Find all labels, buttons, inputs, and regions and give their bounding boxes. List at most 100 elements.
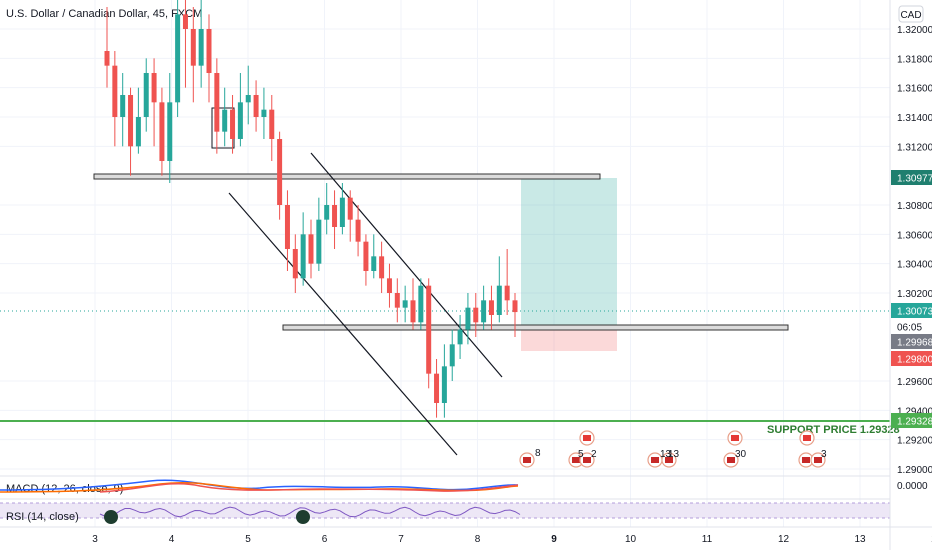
y-tick-label: 1.31800 (897, 54, 932, 65)
macd-red (99, 482, 519, 493)
candle-body (269, 109, 275, 139)
flag-icon (523, 457, 531, 463)
y-tick-label: 1.29600 (897, 377, 932, 388)
price-tag-label: 1.30977 (897, 174, 932, 185)
candle-body (128, 95, 134, 147)
flag-icon (814, 457, 822, 463)
x-tick-label: 5 (245, 534, 251, 545)
y-tick-label: 1.29400 (897, 406, 932, 417)
entry-level (282, 324, 789, 331)
candle-body (237, 102, 243, 139)
candle-body (441, 366, 447, 403)
candle-body (214, 73, 220, 132)
currency-box[interactable] (898, 5, 924, 23)
flag-icon (665, 457, 673, 463)
candle-body (410, 300, 416, 323)
candle-body (473, 307, 479, 323)
macd-line (0, 479, 519, 491)
candle-body (481, 300, 487, 323)
y-tick-label: 1.30400 (897, 260, 932, 271)
x-tick-label: 13 (854, 534, 866, 545)
candle-body (206, 29, 212, 73)
currency-label: CAD (900, 10, 921, 21)
x-tick-label: 3 (92, 534, 98, 545)
price-tag (891, 170, 932, 185)
candle-body (379, 256, 385, 279)
price-tag (891, 334, 932, 349)
support-price-label: SUPPORT PRICE 1.29328 (767, 424, 900, 436)
time-axis[interactable]: 34567891011121314151617 (92, 534, 932, 545)
event-count: 13 (668, 449, 680, 460)
price-tag-label: 06:05 (897, 323, 922, 334)
y-tick-label: 1.30800 (897, 201, 932, 212)
resistance-level (93, 173, 601, 180)
candle-body (324, 205, 330, 220)
chart-background (0, 0, 890, 550)
price-tag-label: 1.29968 (897, 338, 932, 349)
candle-body (339, 197, 345, 227)
price-tag (891, 413, 932, 428)
price-tag-label: 1.30073 (897, 307, 932, 318)
price-axis[interactable]: 1.32000 1.31800 1.31600 1.31400 1.31200 1.308… (897, 25, 932, 476)
y-tick-label: 1.29200 (897, 436, 932, 447)
candle-body (308, 234, 314, 264)
candles (104, 0, 518, 418)
x-tick-label: 11 (702, 534, 713, 545)
price-tags: 1.30977 1.30073 06:05 1.29968 1.29800 1.29328 (891, 170, 932, 428)
flag-icon (802, 457, 810, 463)
candle-body (316, 219, 322, 264)
price-tag-label: 1.29800 (897, 355, 932, 366)
candle-body (496, 285, 502, 315)
rsi-pane: RSI (14, close) (0, 498, 890, 524)
candle-body (332, 205, 338, 227)
stop-zone (521, 327, 617, 351)
candle-body (253, 95, 259, 117)
candle-body (277, 139, 283, 205)
x-tick-label: 14 (931, 534, 932, 545)
flag-icon (727, 457, 735, 463)
candle-body (230, 109, 236, 139)
candle-body (355, 219, 361, 242)
candle-body (159, 102, 165, 161)
candle-body (292, 249, 298, 279)
flag-icon (803, 435, 811, 441)
candle-body (222, 109, 228, 132)
flag-icon (583, 435, 591, 441)
event-count: 8 (535, 448, 541, 459)
candle-body (198, 29, 204, 66)
flag-icon (651, 457, 659, 463)
event-count: 3 (821, 449, 827, 460)
x-tick-label: 10 (625, 534, 637, 545)
x-tick-label: 6 (322, 534, 328, 545)
y-tick-label: 1.29000 (897, 465, 932, 476)
y-tick-label: 1.32000 (897, 25, 932, 36)
rsi-line (99, 506, 521, 518)
flag-icon (572, 457, 580, 463)
candle-body (418, 285, 424, 323)
candle-body (347, 197, 353, 220)
x-tick-label: 12 (778, 534, 790, 545)
rsi-marker-2 (296, 510, 310, 524)
candle-body (394, 293, 400, 308)
candle-body (512, 300, 518, 313)
candle-body (143, 73, 149, 117)
x-tick-label: 4 (169, 534, 175, 545)
event-count: 30 (735, 449, 747, 460)
candle-body (151, 73, 157, 103)
y-tick-label: 1.30200 (897, 289, 932, 300)
x-tick-label: 7 (398, 534, 404, 545)
candle-body (363, 241, 369, 271)
grid (0, 0, 890, 527)
price-tag-label: 1.29328 (897, 417, 932, 428)
target-zone (521, 178, 617, 327)
channel-lower-line (228, 192, 458, 456)
candle-body (167, 102, 173, 161)
candle-body (434, 373, 440, 403)
chart-title: U.S. Dollar / Canadian Dollar, 45, FXCM (6, 8, 202, 20)
price-tag (891, 303, 932, 318)
flag-icon (731, 435, 739, 441)
candle-body (261, 109, 267, 117)
event-count: 5 (578, 449, 584, 460)
candle-body (449, 344, 455, 367)
